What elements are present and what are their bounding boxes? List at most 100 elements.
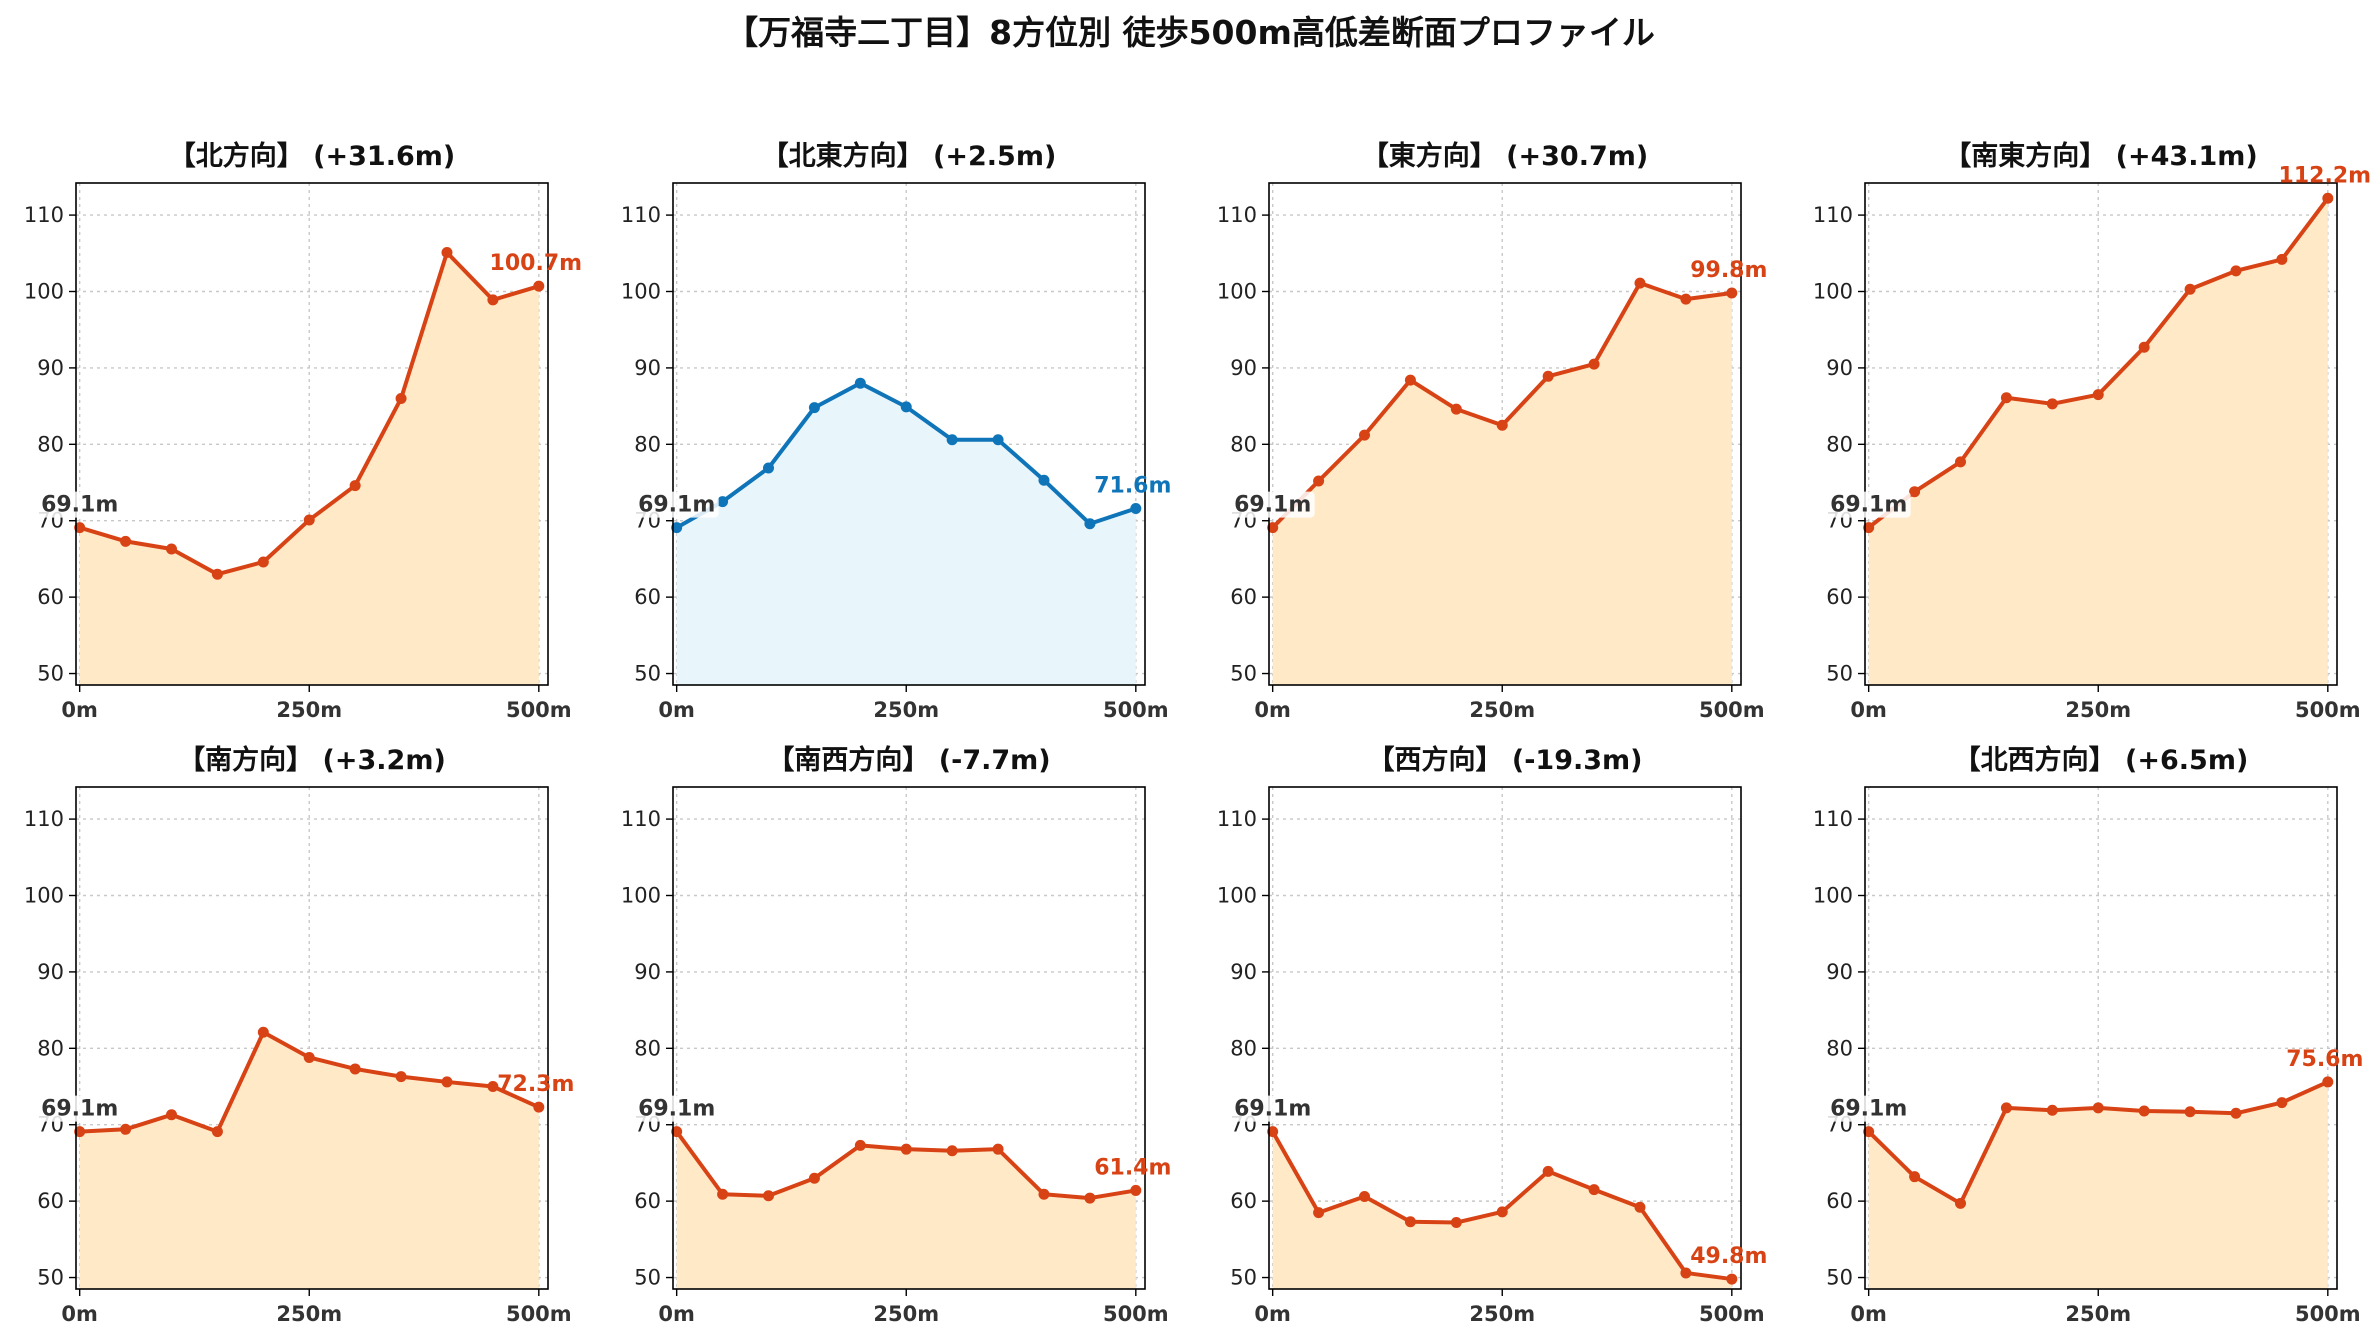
y-tick-label: 80 <box>37 1036 64 1060</box>
y-tick-label: 60 <box>37 585 64 609</box>
start-elevation-label: 69.1m <box>1234 493 1311 518</box>
x-tick-label: 0m <box>658 698 695 722</box>
end-elevation-label: 99.8m <box>1690 258 1767 283</box>
elevation-area-fill <box>79 252 539 686</box>
elevation-point <box>763 462 775 474</box>
end-elevation-label: 72.3m <box>497 1072 574 1097</box>
start-label-background <box>1230 1095 1315 1122</box>
plot-frame <box>75 786 549 1290</box>
plot-frame <box>75 182 549 686</box>
y-tick-label: 50 <box>634 662 661 686</box>
y-tick-label: 60 <box>1230 585 1257 609</box>
y-tick-label: 100 <box>621 883 661 907</box>
elevation-point <box>2046 1104 2058 1116</box>
elevation-point <box>120 1123 132 1135</box>
elevation-point <box>2092 389 2104 401</box>
panel-title: 【北西方向】 (+6.5m) <box>1954 744 2249 776</box>
elevation-point <box>441 1076 453 1088</box>
elevation-point <box>1313 1207 1325 1219</box>
elevation-point <box>2138 1105 2150 1117</box>
elevation-point <box>900 1143 912 1155</box>
elevation-point <box>533 280 545 292</box>
elevation-point <box>1634 277 1646 289</box>
elevation-point <box>900 401 912 413</box>
y-tick-label: 100 <box>1813 883 1853 907</box>
elevation-point <box>120 535 132 547</box>
x-tick-label: 500m <box>506 1302 572 1326</box>
elevation-point <box>2184 1106 2196 1118</box>
plot-frame <box>1864 182 2338 686</box>
elevation-area-fill <box>676 1131 1136 1289</box>
x-tick-label: 500m <box>506 698 572 722</box>
elevation-point <box>1588 1184 1600 1196</box>
y-tick-label: 60 <box>634 1189 661 1213</box>
elevation-point <box>1726 287 1738 299</box>
y-tick-label: 60 <box>634 585 661 609</box>
x-tick-label: 0m <box>1254 698 1291 722</box>
x-tick-label: 250m <box>873 698 939 722</box>
x-tick-label: 500m <box>1699 698 1765 722</box>
elevation-area-fill <box>1868 198 2328 685</box>
y-tick-label: 100 <box>1217 883 1257 907</box>
x-tick-label: 500m <box>2295 1302 2361 1326</box>
y-tick-label: 90 <box>1230 960 1257 984</box>
end-elevation-label: 100.7m <box>490 251 583 276</box>
x-tick-label: 500m <box>1699 1302 1765 1326</box>
elevation-point <box>946 434 958 446</box>
elevation-point <box>1955 1197 1967 1209</box>
y-tick-label: 100 <box>621 279 661 303</box>
elevation-point <box>1267 522 1279 534</box>
x-tick-label: 0m <box>1254 1302 1291 1326</box>
elevation-point <box>257 556 269 568</box>
elevation-point <box>1404 1216 1416 1228</box>
start-elevation-label: 69.1m <box>41 1097 118 1122</box>
elevation-point <box>992 434 1004 446</box>
y-tick-label: 110 <box>1217 807 1257 831</box>
elevation-point <box>257 1026 269 1038</box>
elevation-point <box>1542 1165 1554 1177</box>
start-label-background <box>634 491 719 518</box>
y-tick-label: 50 <box>1230 1266 1257 1290</box>
y-tick-label: 90 <box>1826 960 1853 984</box>
x-tick-label: 500m <box>1103 1302 1169 1326</box>
elevation-point <box>1404 374 1416 386</box>
y-tick-label: 80 <box>1230 1036 1257 1060</box>
elevation-point <box>1130 502 1142 514</box>
elevation-point <box>717 1188 729 1200</box>
x-tick-label: 500m <box>2295 698 2361 722</box>
elevation-point <box>2230 265 2242 277</box>
y-tick-label: 110 <box>621 807 661 831</box>
elevation-point <box>74 522 86 534</box>
y-tick-label: 80 <box>1230 432 1257 456</box>
elevation-point <box>1038 474 1050 486</box>
y-tick-label: 110 <box>1217 203 1257 227</box>
elevation-point <box>1680 293 1692 305</box>
elevation-point <box>166 543 178 555</box>
y-tick-label: 110 <box>24 807 64 831</box>
elevation-point <box>1038 1188 1050 1200</box>
y-tick-label: 60 <box>1826 585 1853 609</box>
x-tick-label: 0m <box>61 698 98 722</box>
elevation-area-fill <box>79 1032 539 1289</box>
elevation-point <box>349 1063 361 1075</box>
elevation-point <box>1267 1126 1279 1138</box>
plot-frame <box>672 786 1146 1290</box>
x-tick-label: 250m <box>1469 1302 1535 1326</box>
elevation-point <box>2000 1102 2012 1114</box>
end-elevation-label: 112.2m <box>2279 163 2372 188</box>
elevation-point <box>441 247 453 259</box>
elevation-point <box>763 1190 775 1202</box>
elevation-point <box>1909 1171 1921 1183</box>
plot-frame <box>1268 182 1742 686</box>
elevation-point <box>2230 1107 2242 1119</box>
elevation-area-fill <box>1868 1081 2328 1289</box>
start-elevation-label: 69.1m <box>638 493 715 518</box>
elevation-point <box>1909 486 1921 498</box>
y-tick-label: 100 <box>1217 279 1257 303</box>
panel-title: 【南東方向】 (+43.1m) <box>1944 140 2257 172</box>
elevation-point <box>1863 1126 1875 1138</box>
elevation-point <box>2046 398 2058 410</box>
